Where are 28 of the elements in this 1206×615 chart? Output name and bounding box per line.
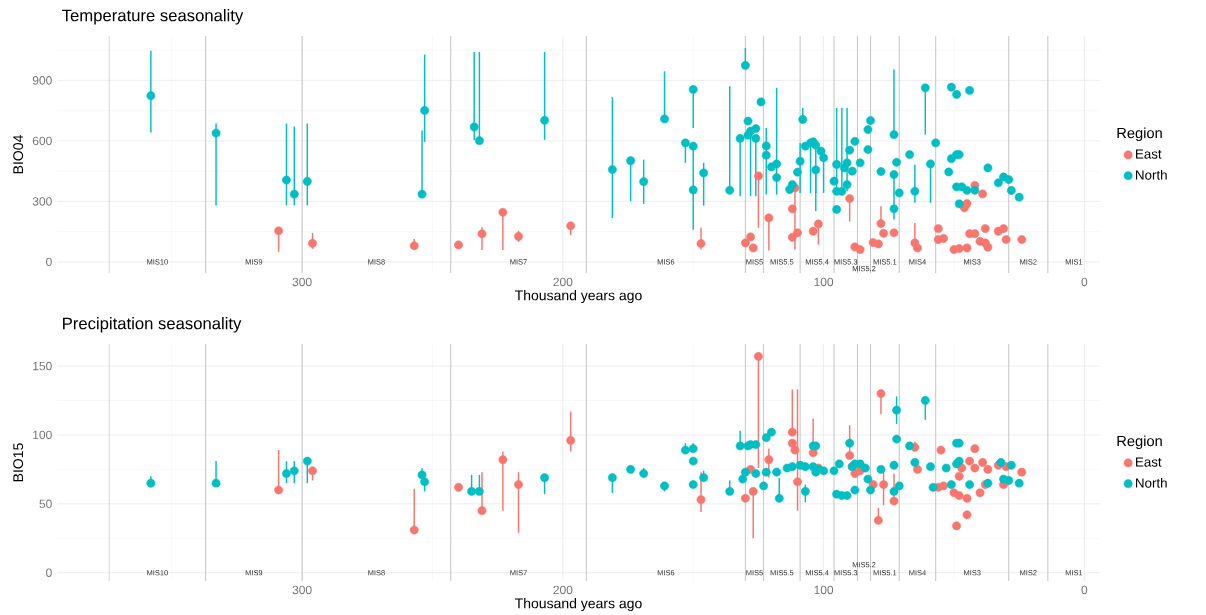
y-tick-label: 100 (33, 430, 52, 440)
x-tick-label: 300 (292, 585, 312, 595)
chart-title: Temperature seasonality (62, 9, 244, 25)
y-tick-label: 150 (33, 361, 52, 371)
x-tick-label: 200 (553, 277, 573, 287)
chart-title: Precipitation seasonality (63, 317, 242, 333)
legend-label: East (1136, 457, 1162, 467)
x-axis-title: Thousand years ago (514, 598, 642, 612)
x-tick-label: 0 (1081, 585, 1088, 595)
y-axis-title: BIO15 (13, 443, 24, 482)
y-tick-label: 50 (39, 499, 52, 509)
legend-title: Region (1117, 435, 1162, 450)
legend-title: Region (1117, 127, 1162, 142)
y-tick-label: 900 (32, 76, 52, 85)
y-tick-label: 300 (32, 197, 52, 206)
x-axis-title: Thousand years ago (514, 290, 642, 304)
x-tick-label: 200 (553, 585, 573, 595)
x-tick-label: 100 (814, 585, 834, 595)
legend-label: East (1136, 149, 1162, 159)
y-axis-title: BIO04 (13, 135, 24, 174)
x-tick-label: 300 (292, 277, 312, 287)
y-tick-label: 0 (46, 257, 52, 267)
legend-label: North (1136, 169, 1167, 180)
y-tick-label: 0 (46, 568, 52, 577)
x-tick-label: 100 (814, 277, 834, 287)
y-tick-label: 600 (32, 136, 52, 146)
x-tick-label: 0 (1081, 277, 1088, 287)
legend-label: North (1136, 477, 1167, 488)
